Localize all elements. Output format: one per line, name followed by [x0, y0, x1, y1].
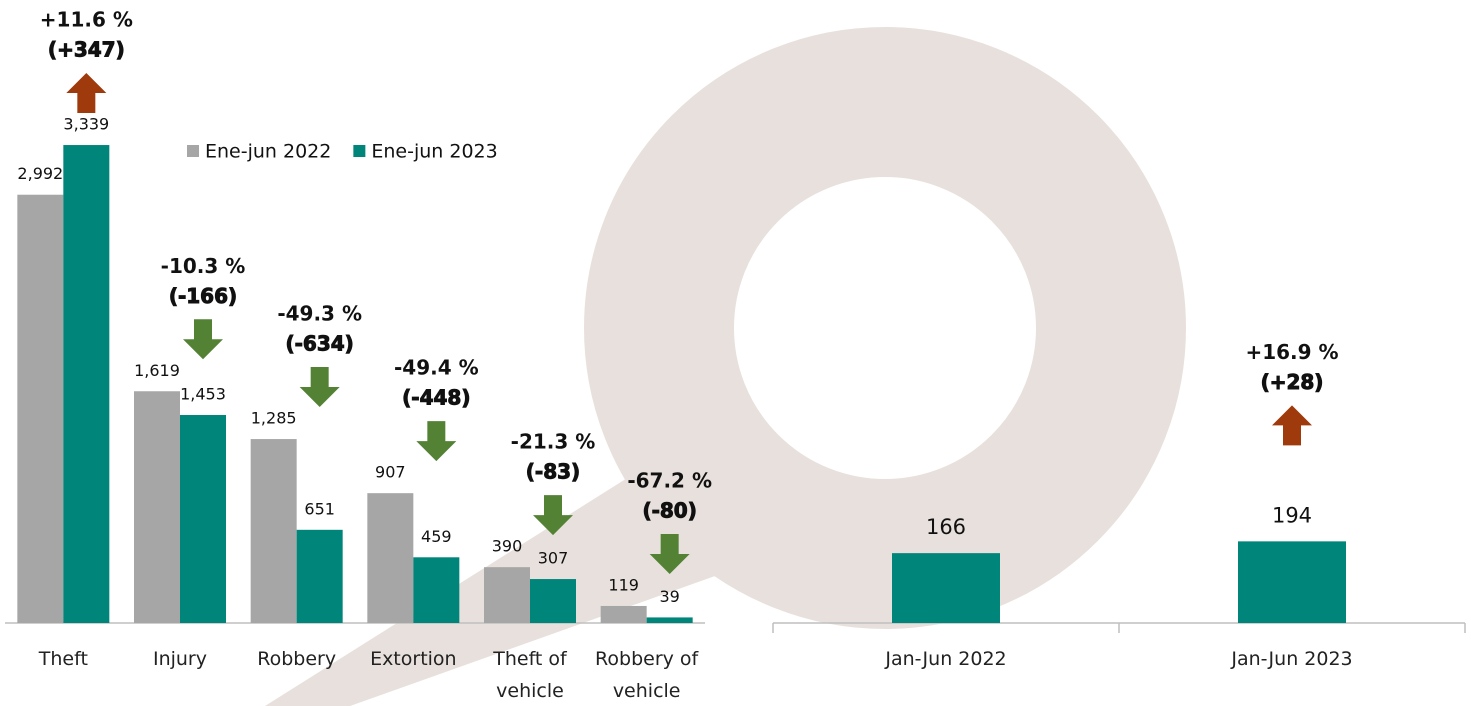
- bar: [63, 145, 110, 623]
- change-percent: -21.3 %: [511, 430, 596, 454]
- change-count: (-80): [642, 498, 696, 522]
- value-label: 1,453: [180, 385, 226, 404]
- x-label-box: Robbery of vehicle: [595, 648, 699, 702]
- x-tick-label: Jan-Jun 2023: [1231, 648, 1353, 670]
- value-label: 651: [304, 499, 335, 518]
- change-arrow: [183, 319, 223, 360]
- value-label: 2,992: [17, 164, 63, 183]
- x-tick-label: Theft: [38, 648, 88, 670]
- change-arrow: [649, 533, 690, 574]
- change-percent: -10.3 %: [161, 254, 246, 278]
- bar: [892, 553, 1000, 623]
- legend-label: Ene-jun 2022: [205, 141, 331, 163]
- bar: [134, 391, 180, 623]
- value-label: 390: [492, 537, 523, 556]
- x-label-box: Jan-Jun 2022: [885, 648, 1007, 670]
- change-percent: +11.6 %: [40, 8, 133, 32]
- x-tick-label: Extortion: [370, 648, 457, 670]
- bar: [600, 605, 647, 623]
- change-percent: -67.2 %: [627, 468, 712, 492]
- bar: [646, 617, 693, 623]
- x-tick-label: Robbery of vehicle: [595, 648, 699, 702]
- change-percent: -49.3 %: [277, 302, 362, 326]
- bar: [1238, 541, 1346, 623]
- x-tick-label: Robbery: [257, 648, 337, 670]
- change-count: (-166): [169, 284, 237, 308]
- change-arrow: [299, 367, 340, 408]
- value-label: 194: [1272, 503, 1312, 527]
- change-arrow: [66, 73, 107, 114]
- x-tick-label: Theft of vehicle: [493, 648, 567, 702]
- bar: [484, 567, 530, 623]
- change-percent: -49.4 %: [394, 356, 479, 380]
- x-label-box: Extortion: [370, 648, 457, 670]
- x-label-box: Jan-Jun 2023: [1231, 648, 1353, 670]
- x-label-box: Theft: [38, 648, 88, 670]
- change-count: (-448): [402, 386, 470, 410]
- change-arrow: [1272, 405, 1312, 446]
- bar: [17, 194, 64, 624]
- change-arrow: [533, 495, 573, 536]
- value-label: 1,285: [251, 409, 297, 428]
- value-label: 39: [659, 587, 679, 606]
- x-label-box: Robbery: [257, 648, 337, 670]
- x-label-box: Theft of vehicle: [493, 648, 567, 702]
- logo-ring: [584, 27, 1186, 629]
- value-label: 307: [538, 549, 569, 568]
- bar: [530, 579, 576, 623]
- change-count: (+347): [48, 38, 125, 62]
- value-label: 1,619: [134, 361, 180, 380]
- x-tick-label: Injury: [152, 648, 207, 670]
- value-label: 459: [421, 527, 452, 546]
- legend-swatch: [353, 145, 366, 157]
- value-label: 907: [375, 463, 406, 482]
- bar: [413, 557, 460, 623]
- x-tick-label: Jan-Jun 2022: [885, 648, 1007, 670]
- value-label: 166: [926, 515, 966, 539]
- change-count: (+28): [1261, 370, 1324, 394]
- change-count: (-634): [285, 332, 353, 356]
- change-percent: +16.9 %: [1245, 340, 1338, 364]
- change-count: (-83): [526, 460, 580, 484]
- legend-label: Ene-jun 2023: [371, 141, 497, 163]
- bar: [367, 493, 414, 623]
- value-label: 3,339: [63, 115, 109, 134]
- bar: [250, 439, 297, 623]
- bar: [180, 415, 226, 623]
- legend-swatch: [187, 145, 199, 157]
- value-label: 119: [608, 575, 639, 594]
- bar: [296, 529, 343, 623]
- x-label-box: Injury: [152, 648, 207, 670]
- change-arrow: [416, 421, 457, 462]
